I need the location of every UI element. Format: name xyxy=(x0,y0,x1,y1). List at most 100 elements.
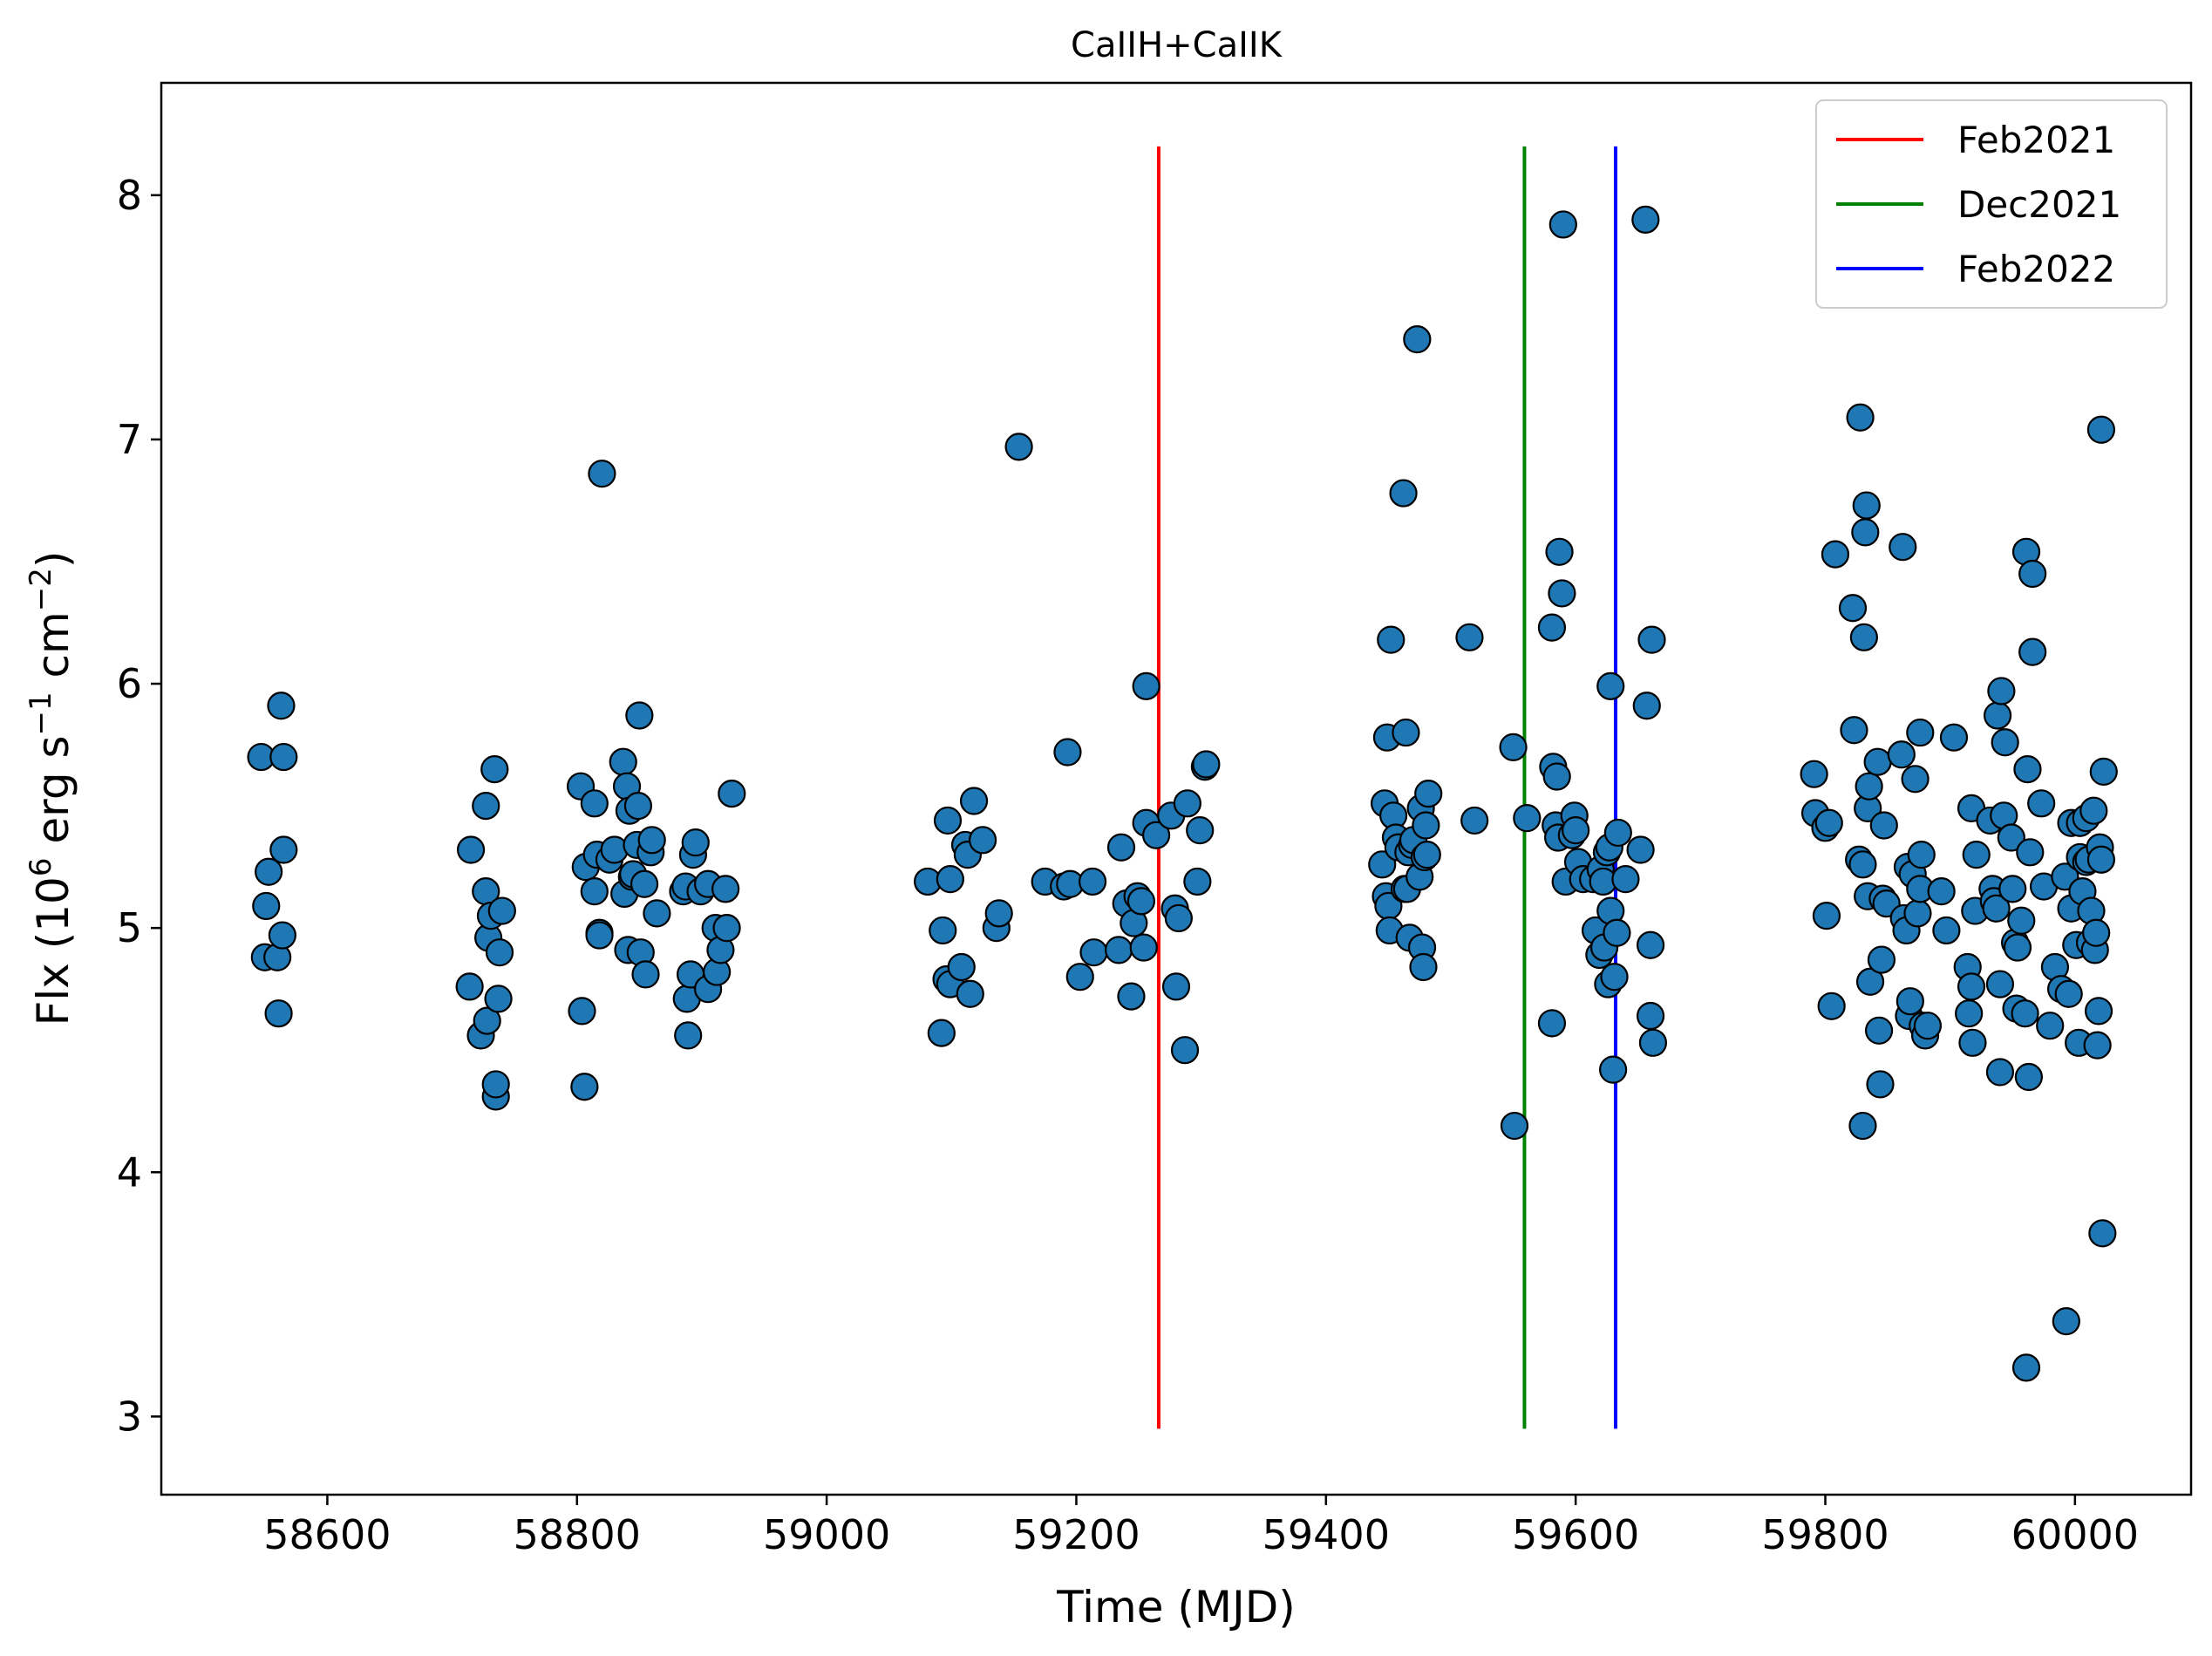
data-point xyxy=(267,692,296,720)
data-point xyxy=(580,877,609,906)
x-tick-label: 59200 xyxy=(1012,1511,1140,1558)
data-point xyxy=(1455,623,1484,651)
data-point xyxy=(1997,823,2025,852)
data-point xyxy=(255,857,283,886)
data-point xyxy=(2036,1012,2065,1040)
data-point xyxy=(1596,671,1625,700)
data-point xyxy=(1412,841,1441,869)
data-point xyxy=(1855,772,1883,801)
data-point xyxy=(1901,765,1930,794)
data-point xyxy=(1600,963,1629,992)
data-point xyxy=(1599,1055,1628,1084)
legend-box xyxy=(1815,99,2168,309)
data-point xyxy=(1812,902,1841,930)
data-point xyxy=(936,865,964,894)
data-point xyxy=(580,789,609,818)
data-point xyxy=(933,806,963,835)
data-point xyxy=(929,916,957,945)
data-point xyxy=(1105,936,1133,964)
data-point xyxy=(631,960,660,989)
data-point xyxy=(1846,403,1875,432)
data-point xyxy=(1632,692,1661,720)
data-point xyxy=(1403,325,1432,354)
data-point xyxy=(2016,838,2045,867)
data-point xyxy=(1460,806,1489,835)
data-point xyxy=(1800,760,1828,788)
data-point xyxy=(2088,1219,2117,1248)
data-point xyxy=(2018,637,2047,666)
data-point xyxy=(643,899,671,928)
data-point xyxy=(484,985,513,1013)
data-point xyxy=(1998,875,2027,903)
y-tick-label: 5 xyxy=(117,904,142,951)
data-point xyxy=(1368,850,1397,879)
data-point xyxy=(1392,718,1420,747)
data-point xyxy=(2083,1031,2112,1060)
data-point xyxy=(1939,723,1969,752)
data-point xyxy=(1170,1036,1200,1065)
data-point xyxy=(1636,1001,1665,1031)
data-point xyxy=(1817,992,1846,1020)
data-point xyxy=(2086,415,2116,444)
data-point xyxy=(984,899,1013,928)
data-point xyxy=(1389,479,1418,508)
data-point xyxy=(609,747,637,776)
data-point xyxy=(269,742,298,772)
y-label-part: Flx (10 xyxy=(28,876,78,1026)
data-point xyxy=(1562,816,1590,845)
data-point xyxy=(585,921,614,950)
data-point xyxy=(2003,933,2032,962)
data-point xyxy=(588,460,616,488)
data-point xyxy=(1499,733,1528,761)
data-point xyxy=(2013,754,2042,784)
data-point xyxy=(1907,841,1936,869)
data-point xyxy=(2027,789,2056,818)
data-point xyxy=(630,869,659,898)
data-point xyxy=(1852,491,1881,520)
y-label-superscript: −2 xyxy=(24,568,58,611)
data-point xyxy=(1065,963,1094,992)
data-point xyxy=(570,1073,599,1101)
data-point xyxy=(625,701,654,730)
data-point xyxy=(252,891,281,921)
y-tick-label: 8 xyxy=(117,172,142,219)
data-point xyxy=(674,1021,703,1050)
data-point xyxy=(1869,811,1898,840)
y-label-superscript: 6 xyxy=(24,857,58,876)
x-tick-label: 59400 xyxy=(1263,1511,1390,1558)
data-point xyxy=(1636,930,1665,959)
data-point xyxy=(1079,938,1108,967)
y-tick-label: 6 xyxy=(117,660,142,707)
x-tick-label: 58600 xyxy=(263,1511,391,1558)
data-point xyxy=(1855,967,1885,996)
data-point xyxy=(1637,625,1666,654)
legend-label: Feb2021 xyxy=(1957,119,2115,161)
data-point xyxy=(2052,1307,2080,1336)
y-label-superscript: −1 xyxy=(24,692,58,735)
legend: Feb2021 Dec2021 Feb2022 xyxy=(1815,99,2168,309)
data-point xyxy=(1117,982,1146,1011)
data-point xyxy=(1603,918,1631,947)
data-point xyxy=(2079,796,2108,825)
data-point xyxy=(2007,906,2036,935)
data-point xyxy=(1611,865,1640,894)
data-point xyxy=(959,787,989,815)
data-point xyxy=(1513,804,1542,833)
y-label-part: cm xyxy=(28,611,78,692)
data-point xyxy=(1821,540,1850,569)
data-point xyxy=(1985,970,2015,998)
data-point xyxy=(2089,757,2118,786)
y-axis-ticks: 3 4 5 6 7 8 xyxy=(117,172,161,1440)
data-point xyxy=(1548,210,1577,239)
data-point xyxy=(2082,918,2111,947)
data-point xyxy=(1183,867,1212,896)
data-point xyxy=(623,792,653,821)
data-point xyxy=(485,938,514,967)
data-point xyxy=(1849,623,1878,651)
data-point xyxy=(1409,952,1438,982)
x-axis-ticks: 58600 58800 59000 59200 59400 59600 59800 60000 xyxy=(263,1495,2139,1558)
data-point xyxy=(1983,701,2012,730)
data-point xyxy=(1537,613,1567,642)
data-point xyxy=(1957,972,1986,1001)
